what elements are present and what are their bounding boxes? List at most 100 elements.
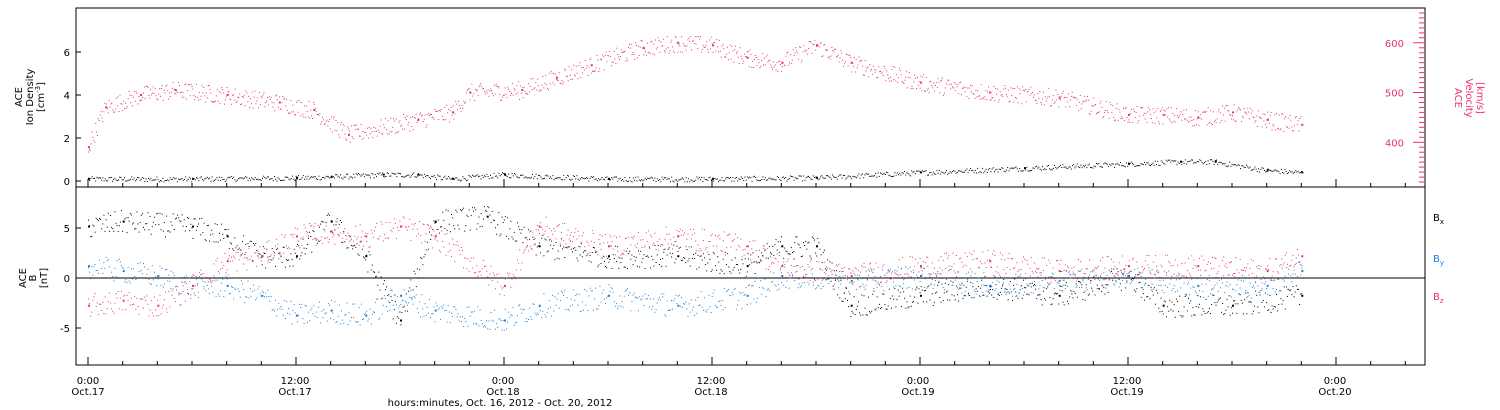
density-dot bbox=[488, 178, 490, 180]
velocity-dot bbox=[1233, 104, 1235, 106]
by-dot bbox=[1268, 277, 1270, 278]
density-dot bbox=[577, 178, 579, 180]
bx-dot bbox=[1263, 306, 1265, 308]
bx-dot bbox=[433, 220, 435, 222]
bx-dot bbox=[1230, 307, 1232, 309]
velocity-dot bbox=[160, 95, 161, 97]
velocity-dot bbox=[679, 45, 681, 47]
bx-dot bbox=[990, 289, 991, 290]
bx-dot bbox=[129, 213, 131, 214]
density-dot bbox=[1261, 167, 1263, 169]
velocity-dot bbox=[925, 77, 927, 78]
velocity-dot bbox=[420, 112, 422, 114]
bz-dot bbox=[338, 235, 340, 237]
velocity-dot bbox=[181, 96, 183, 98]
by-dot bbox=[1058, 282, 1060, 284]
bz-point-6 bbox=[296, 235, 298, 238]
velocity-dot bbox=[639, 46, 641, 48]
velocity-dot bbox=[685, 49, 687, 51]
velocity-dot bbox=[950, 88, 952, 90]
bx-dot bbox=[108, 230, 110, 232]
velocity-dot bbox=[796, 50, 798, 52]
by-dot bbox=[940, 273, 942, 275]
velocity-dot bbox=[463, 100, 465, 102]
velocity-dot bbox=[878, 66, 880, 68]
velocity-dot bbox=[319, 113, 321, 114]
bx-dot bbox=[275, 265, 276, 267]
by-dot bbox=[953, 270, 955, 272]
by-point-1 bbox=[122, 270, 125, 273]
density-dot bbox=[1117, 163, 1119, 165]
velocity-dot bbox=[294, 114, 296, 116]
density-dot bbox=[986, 171, 988, 173]
velocity-dot bbox=[918, 81, 920, 83]
velocity-dot bbox=[1096, 112, 1098, 113]
density-dot bbox=[620, 179, 622, 181]
by-dot bbox=[355, 321, 357, 323]
bz-dot bbox=[251, 260, 253, 262]
velocity-dot bbox=[198, 91, 200, 93]
density-dot bbox=[228, 176, 230, 178]
bx-dot bbox=[1040, 299, 1042, 301]
velocity-dot bbox=[123, 100, 125, 102]
bx-dot bbox=[781, 236, 782, 238]
density-dot bbox=[1199, 159, 1201, 161]
bx-dot bbox=[425, 249, 427, 251]
by-dot bbox=[99, 259, 100, 261]
velocity-dot bbox=[1060, 95, 1062, 97]
density-dot bbox=[1241, 165, 1243, 167]
velocity-dot bbox=[313, 103, 315, 105]
velocity-dot bbox=[617, 54, 619, 55]
velocity-dot bbox=[520, 85, 521, 87]
velocity-dot bbox=[478, 86, 480, 88]
bx-dot bbox=[1064, 284, 1066, 286]
bx-dot bbox=[922, 301, 924, 303]
velocity-dot bbox=[558, 72, 560, 74]
bx-dot bbox=[1119, 283, 1121, 285]
by-dot bbox=[1122, 280, 1123, 281]
by-dot bbox=[1065, 270, 1067, 272]
density-dot bbox=[575, 178, 577, 180]
by-dot bbox=[222, 278, 224, 280]
velocity-dot bbox=[1130, 113, 1132, 115]
velocity-dot bbox=[828, 56, 830, 58]
by-dot bbox=[155, 276, 157, 278]
velocity-dot bbox=[1132, 121, 1133, 123]
bx-dot bbox=[589, 254, 591, 256]
bx-dot bbox=[595, 252, 597, 254]
bz-dot bbox=[198, 291, 199, 293]
by-dot bbox=[509, 316, 511, 318]
velocity-dot bbox=[902, 81, 904, 83]
velocity-dot bbox=[1196, 118, 1198, 120]
velocity-dot bbox=[843, 66, 845, 67]
by-dot bbox=[1049, 283, 1051, 285]
bx-dot bbox=[1203, 310, 1205, 312]
density-dot bbox=[109, 176, 111, 178]
bx-dot bbox=[1185, 294, 1187, 296]
by-dot bbox=[735, 308, 737, 310]
by-dot bbox=[782, 278, 784, 279]
by-dot bbox=[1280, 290, 1282, 292]
bx-dot bbox=[1045, 299, 1046, 301]
velocity-dot bbox=[394, 132, 396, 134]
velocity-dot bbox=[281, 102, 283, 104]
density-dot bbox=[1270, 170, 1271, 172]
velocity-dot bbox=[938, 81, 940, 83]
density-dot bbox=[490, 174, 491, 176]
by-dot bbox=[1072, 274, 1074, 276]
by-dot bbox=[391, 290, 393, 292]
velocity-dot bbox=[579, 62, 581, 64]
by-dot bbox=[554, 296, 556, 298]
bx-dot bbox=[506, 235, 507, 237]
density-dot bbox=[301, 177, 303, 179]
velocity-dot bbox=[819, 43, 821, 44]
bz-dot bbox=[328, 238, 330, 240]
velocity-dot bbox=[657, 37, 659, 39]
velocity-dot bbox=[133, 90, 135, 92]
density-dot bbox=[310, 177, 311, 179]
top-plot-frame bbox=[75, 7, 1426, 188]
bx-dot bbox=[1115, 280, 1117, 282]
by-dot bbox=[660, 299, 661, 301]
bx-dot bbox=[156, 213, 158, 215]
velocity-dot bbox=[636, 45, 638, 46]
